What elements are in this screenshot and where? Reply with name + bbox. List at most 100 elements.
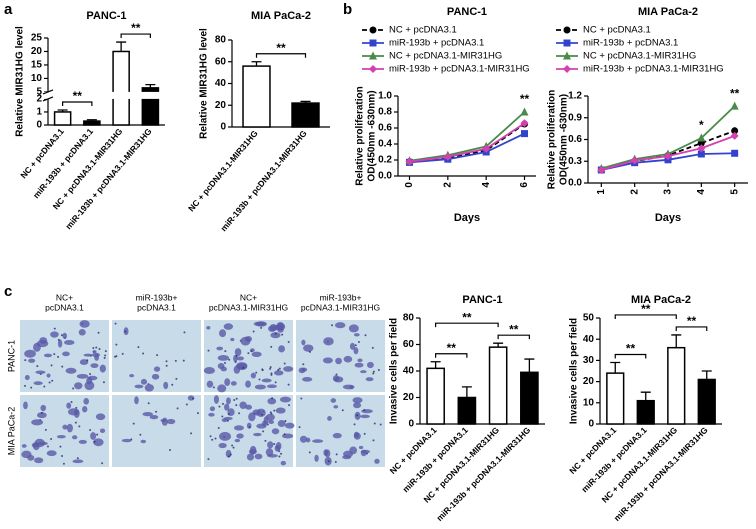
column-label: pcDNA3.1 [137,302,176,312]
cell [130,438,133,441]
cell [274,370,284,376]
cell [182,359,185,362]
cell [53,327,56,330]
cell [298,426,301,429]
cell [90,363,99,369]
cell [43,385,46,388]
cell [260,413,263,416]
cell [64,340,75,345]
cell [352,397,363,404]
cell [266,423,269,426]
cell [364,334,367,337]
y-tick-label: 80 [403,313,415,324]
error-bar [701,370,712,380]
marker [697,150,705,158]
y-tick-label: 20 [403,392,415,403]
error-bar [145,83,156,88]
y-axis-label: OD(450nm -630nm) [367,90,378,181]
cell [213,395,219,404]
cell [342,455,352,460]
cell [165,364,168,367]
cell [217,427,220,430]
cell [196,412,199,415]
cell [168,449,171,452]
cell [281,333,284,336]
marker [563,39,571,47]
chart-title: PANC-1 [462,294,502,306]
cell [53,353,56,356]
column-label: miR-193b+ [136,292,178,302]
marker [731,127,739,135]
chart-title: MIA PaCa-2 [631,294,691,306]
y-tick-label: 0.2 [378,155,392,166]
cell [224,403,230,411]
significance-label: ** [687,314,697,328]
cell [73,409,80,418]
cell [335,373,338,376]
micrograph [112,395,201,467]
cell [269,367,272,370]
x-axis-label: Days [454,212,480,224]
cell [323,337,334,346]
y-tick-label: 30 [583,355,595,366]
cell [61,454,64,457]
cell [314,454,319,462]
bar [667,346,686,425]
cell [134,384,144,389]
y-tick-label: 0 [588,419,594,430]
x-tick-label: 4 [696,189,707,195]
cell [267,441,274,449]
marker [369,65,377,73]
cell [251,351,262,358]
cell [31,419,44,426]
cell [273,442,276,445]
bar [697,378,716,425]
cell [46,445,49,448]
cell [334,460,337,463]
cell [270,332,281,339]
cell [62,462,65,465]
cell [233,398,236,401]
cell [46,373,51,378]
cell [353,423,356,426]
annotation: * [699,118,704,132]
column-label: NC+ [240,292,257,302]
cell [190,432,193,435]
cell [207,458,210,461]
column-label: pcDNA3.1-MIR31HG [301,302,380,312]
cell [209,406,216,412]
cell [349,342,356,350]
cell [238,412,241,415]
cell [59,445,62,448]
cell [78,329,86,336]
cell [24,349,36,358]
cell [142,412,153,417]
cell [299,435,308,443]
chart-title: MIA PaCa-2 [251,10,311,22]
y-axis-label: Relative MIR31HG level [199,28,210,139]
cell [203,367,216,374]
significance-bracket [675,326,708,331]
cell [104,354,107,357]
cell [260,326,263,329]
cell [363,432,366,435]
y-tick-label: 25 [31,33,43,44]
legend-label: miR-193b + pcDNA3.1 [583,38,678,49]
cell [343,355,353,363]
cell [93,438,104,447]
error-bar [251,61,262,67]
y-tick-label: 10 [583,397,595,408]
cell [89,372,92,375]
cell [235,355,238,358]
significance-bracket [614,353,647,359]
y-axis-label: OD(450nm -630nm) [559,94,570,185]
cell [224,378,231,387]
significance-bracket [435,353,468,358]
cell [175,377,178,380]
y-tick-label: 50 [583,313,595,324]
error-bar [493,342,504,348]
significance-label: ** [73,89,83,103]
x-tick-label: miR-193b + pcDNA3.1-MIR31HG [218,128,309,233]
legend-label: NC + pcDNA3.1-MIR31HG [583,51,696,62]
micrograph [296,395,385,467]
